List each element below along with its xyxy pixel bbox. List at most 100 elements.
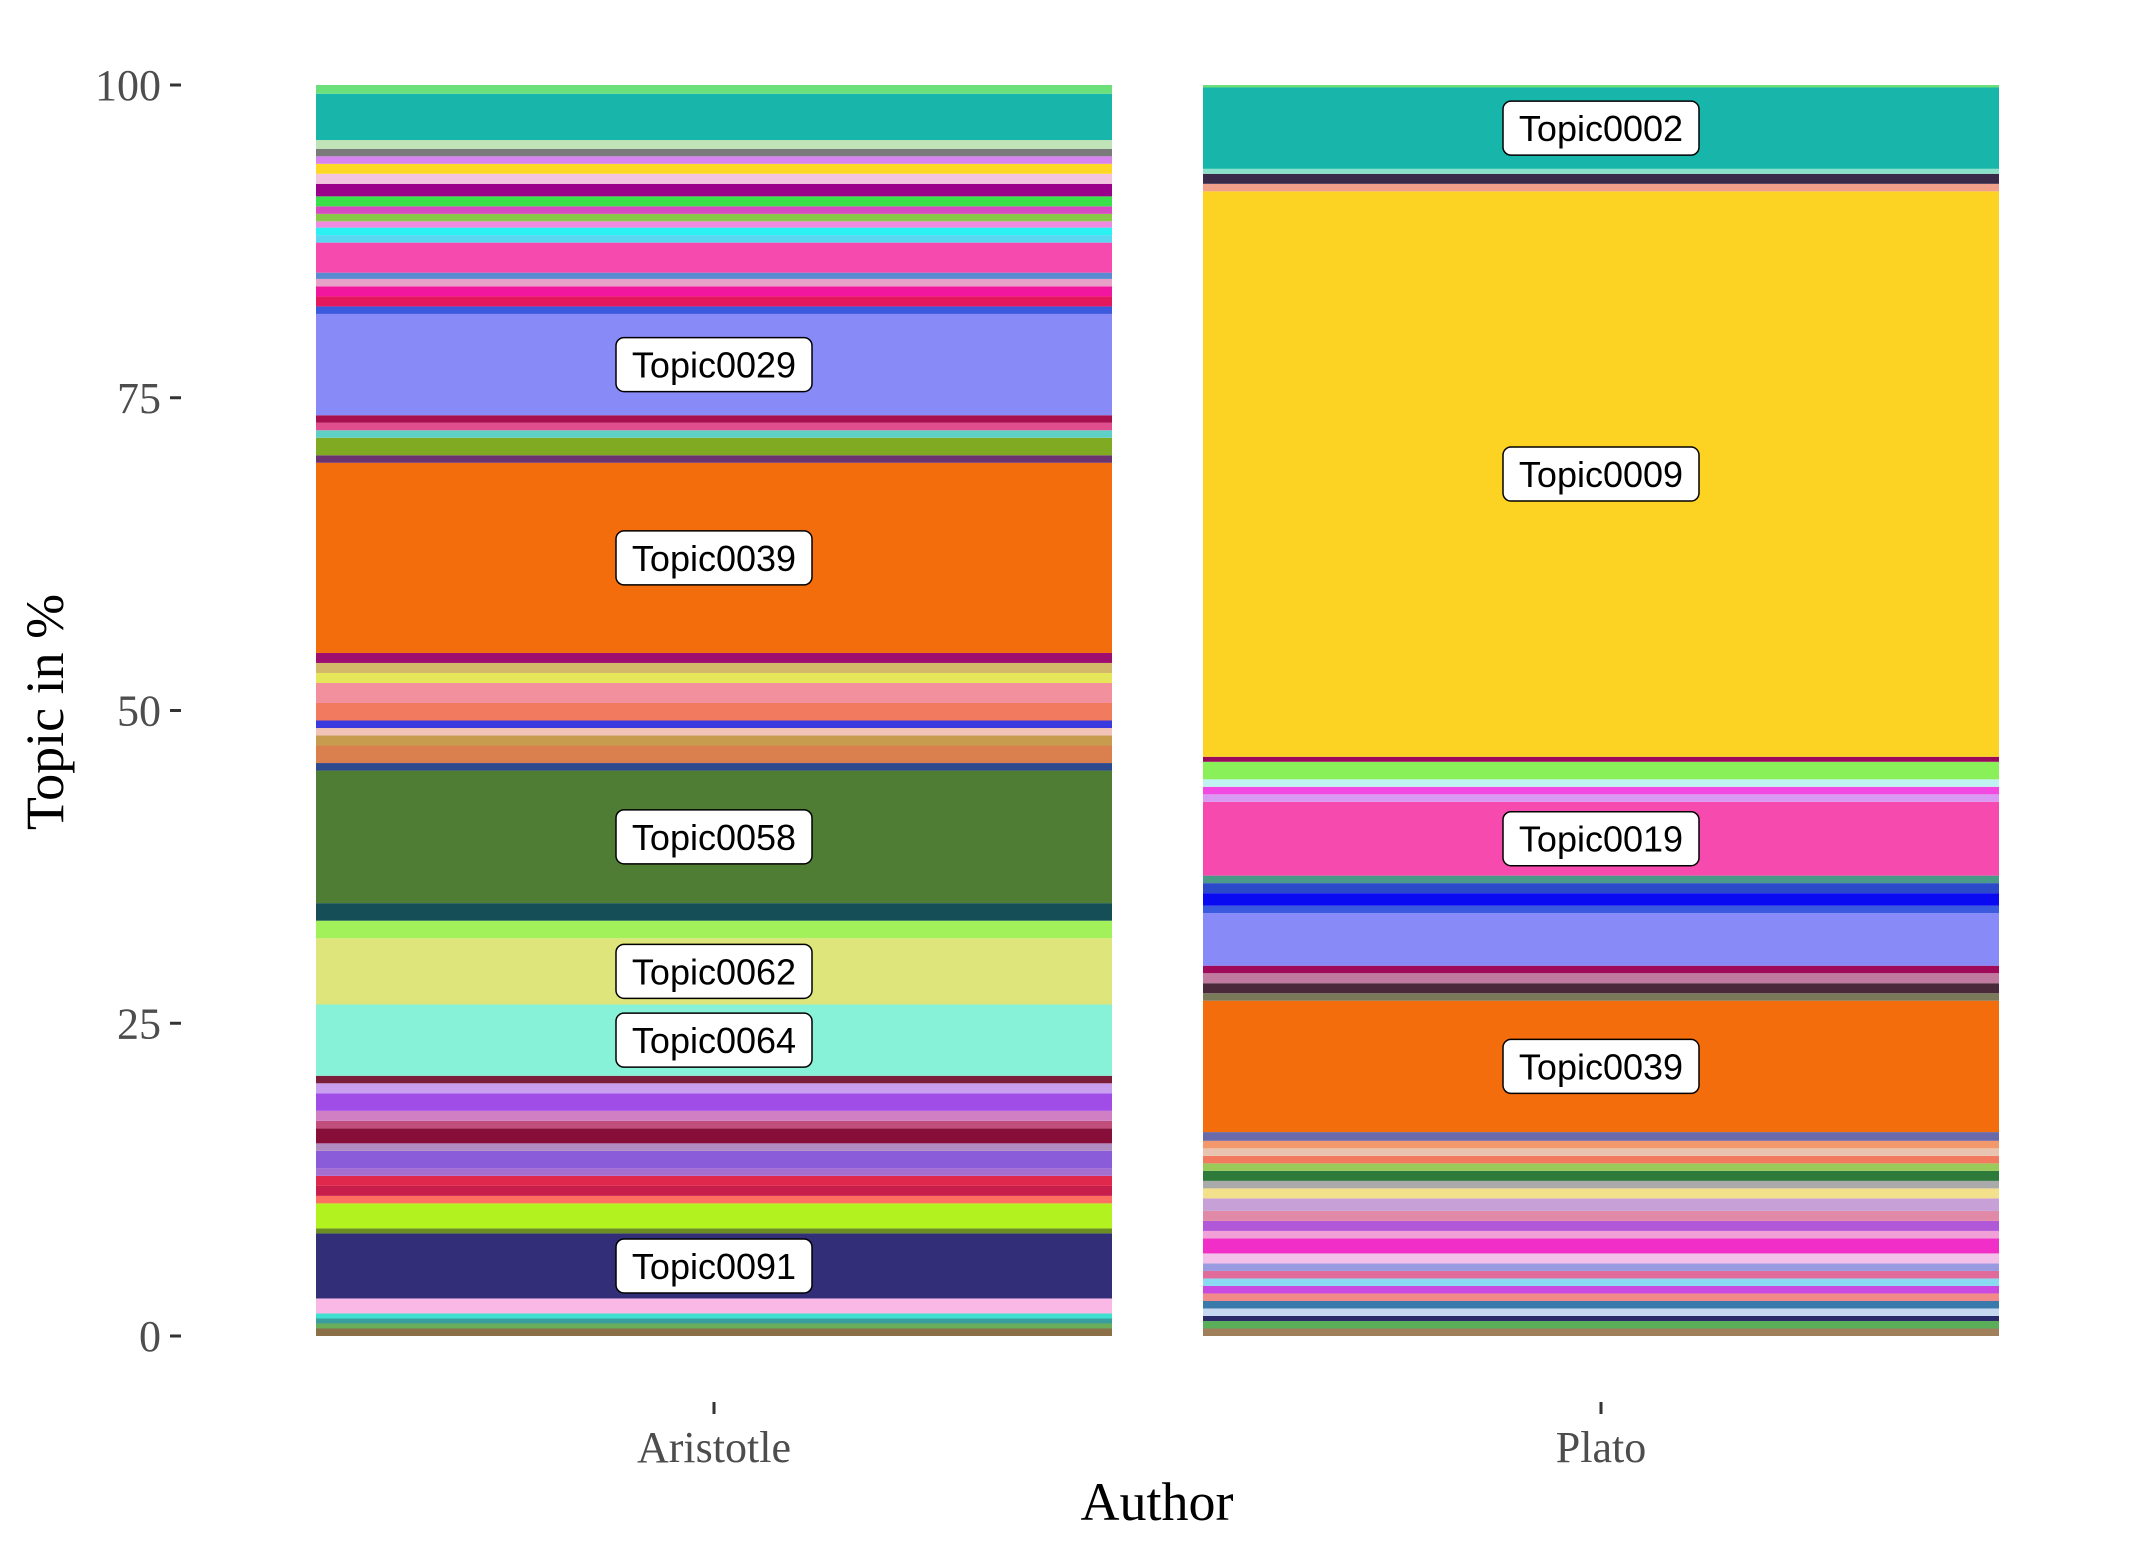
bar-segment [1203,1278,1999,1286]
bar-segment [1203,1285,1999,1294]
bar-segment [316,183,1112,197]
bar-segment [1203,1180,1999,1189]
topic-label-box [615,1238,813,1294]
bar-segment [316,278,1112,287]
bar-segment [1203,965,1999,974]
topic-label-box [615,809,813,865]
bar-segment [316,422,1112,431]
topic-label: Topic0009 [1502,446,1700,502]
topic-label-text: Topic0058 [632,817,796,858]
bar-plato [1203,85,1999,1336]
bar-segment [1203,993,1999,1001]
bar-segment [316,702,1112,721]
x-axis-title: Author [1081,1472,1234,1532]
topic-label-box [615,336,813,393]
bar-segment [316,156,1112,164]
bar-segment [316,93,1112,141]
bar-segment [316,242,1112,273]
bar-segment [316,306,1112,314]
topic-labels-layer: Topic0091 Topic0064 Topic0062 Topic0058 Topi… [615,100,1700,1294]
bar-segment [1203,1140,1999,1149]
y-axis: 0 25 50 75 100 [95,61,181,1361]
bar-segment [316,1143,1112,1151]
topic-label-text: Topic0039 [1519,1046,1683,1087]
topic-label-text: Topic0009 [1519,454,1683,495]
bar-segment [316,1228,1112,1234]
bar-segment [1203,1198,1999,1211]
topic-label-text: Topic0002 [1519,108,1683,149]
topic-label-text: Topic0062 [632,951,796,992]
bar-segment [316,903,1112,921]
bar-segment [316,196,1112,207]
bar-segment [316,735,1112,746]
topic-label-box [615,1012,813,1068]
bar-segment [316,272,1112,279]
bar-segment [316,163,1112,174]
bar-segment [1203,973,1999,984]
bar-segment [1203,1230,1999,1239]
bar-segment [316,286,1112,297]
bar-segment [1203,1238,1999,1254]
topic-label-text: Topic0091 [632,1246,796,1287]
bar-segment [316,1075,1112,1084]
topic-label-text: Topic0039 [632,538,796,579]
bar-segment [1203,1220,1999,1231]
bar-segment [316,1195,1112,1204]
bar-aristotle [316,85,1112,1336]
bar-segment [316,720,1112,729]
bar-segment [1203,1253,1999,1264]
y-tick-label: 100 [95,61,161,110]
topic-label-box [1502,100,1700,156]
bar-segment [316,85,1112,94]
bar-segment [1203,1148,1999,1156]
bar-segment [1203,168,1999,174]
topic-label: Topic0002 [1502,100,1700,156]
bar-segment [1203,173,1999,184]
bar-segment [316,1128,1112,1144]
bar-segment [1203,893,1999,906]
bar-segment [316,1298,1112,1314]
bar-segment [316,140,1112,149]
bar-segment [316,1120,1112,1129]
topic-label: Topic0039 [615,530,813,586]
topic-label: Topic0058 [615,809,813,865]
bar-segment [1203,1270,1999,1279]
bar-segment [1203,1315,1999,1321]
topic-label: Topic0062 [615,943,813,1000]
bar-segment [1203,1170,1999,1181]
bar-segment [316,662,1112,673]
bar-segment [316,672,1112,683]
x-tick-label: Plato [1556,1423,1646,1472]
topic-label: Topic0039 [1502,1038,1700,1095]
bar-segment [1203,183,1999,192]
topic-label-box [1502,446,1700,502]
bar-segment [316,1318,1112,1324]
bar-segment [316,763,1112,771]
bar-segment [1203,1163,1999,1171]
bar-segment [1203,1293,1999,1301]
bar-segment [316,1110,1112,1121]
bar-segment [1203,761,1999,780]
bar-segment [1203,786,1999,795]
bar-segment [316,221,1112,228]
topic-label: Topic0029 [615,336,813,393]
bar-segment [316,235,1112,243]
bar-segment [1203,983,1999,994]
y-axis-title: Topic in % [15,594,75,830]
bar-segment [1203,913,1999,966]
bar-segment [1203,1263,1999,1271]
bar-segment [316,1323,1112,1329]
bar-segment [316,415,1112,423]
bar-segment [316,1083,1112,1094]
bar-segment [1203,756,1999,762]
bar-segment [1203,1300,1999,1309]
bar-segment [1203,1155,1999,1164]
bar-segment [316,148,1112,157]
bar-segment [1203,905,1999,914]
topic-label-box [615,530,813,586]
bar-segment [316,920,1112,939]
bar-segment [316,1175,1112,1186]
bar-segment [1203,1210,1999,1221]
bar-segment [1203,1132,1999,1141]
